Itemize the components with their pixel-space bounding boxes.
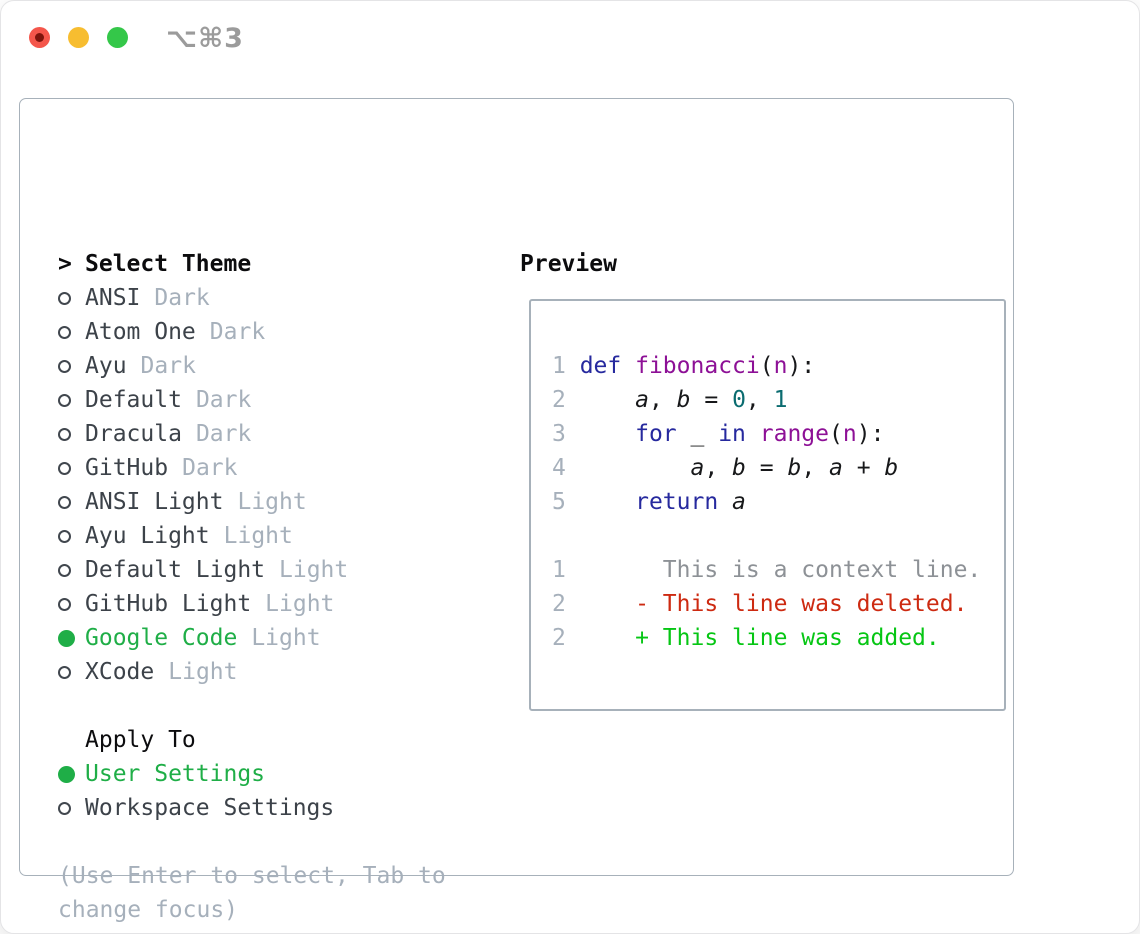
theme-option-ayu[interactable]: Ayu Dark xyxy=(58,349,503,383)
option-variant-label: Dark xyxy=(140,353,196,379)
radio-icon xyxy=(58,461,85,475)
radio-icon xyxy=(58,325,85,339)
apply-to-options: User Settings Workspace Settings xyxy=(58,757,503,825)
radio-icon xyxy=(58,801,85,815)
theme-list: > Select Theme ANSI Dark Atom One Dark Ayu Da… xyxy=(58,247,503,927)
code-line: 2 + This line was added. xyxy=(552,625,940,651)
option-label: Ayu xyxy=(85,353,127,379)
radio-selected-icon xyxy=(58,629,85,647)
code-line: 2 - This line was deleted. xyxy=(552,591,968,617)
close-button[interactable] xyxy=(29,27,50,48)
option-label: Google Code xyxy=(85,625,238,651)
theme-option-default[interactable]: Default Dark xyxy=(58,383,503,417)
option-variant-label: Dark xyxy=(195,387,252,413)
apply-to-header: Apply To xyxy=(58,723,503,757)
theme-option-xcode[interactable]: XCode Light xyxy=(58,655,503,689)
radio-icon xyxy=(58,563,85,577)
option-label: User Settings xyxy=(85,761,266,787)
theme-option-ayu-light[interactable]: Ayu Light Light xyxy=(58,519,503,553)
code-line: 3 for _ in range(n): xyxy=(552,421,885,447)
option-variant-label: Light xyxy=(265,591,335,617)
theme-option-atom-one[interactable]: Atom One Dark xyxy=(58,315,503,349)
theme-option-dracula[interactable]: Dracula Dark xyxy=(58,417,503,451)
code-line: 4 a, b = b, a + b xyxy=(552,455,899,481)
theme-option-google-code[interactable]: Google Code Light xyxy=(58,621,503,655)
option-label: GitHub Light xyxy=(85,591,252,617)
option-variant-label: Light xyxy=(279,557,349,583)
minimize-button[interactable] xyxy=(68,27,89,48)
option-label: XCode xyxy=(85,659,155,685)
code-line: 1 def fibonacci(n): xyxy=(552,353,816,379)
radio-icon xyxy=(58,393,85,407)
code-line: 5 return a xyxy=(552,489,746,515)
prompt-caret-icon: > xyxy=(58,251,72,277)
record-dot-icon xyxy=(35,33,44,42)
theme-selector-panel: > Select Theme ANSI Dark Atom One Dark Ayu Da… xyxy=(19,98,1014,923)
option-label: GitHub xyxy=(85,455,169,481)
select-theme-header: > Select Theme xyxy=(58,247,503,281)
zoom-button[interactable] xyxy=(107,27,128,48)
radio-icon xyxy=(58,291,85,305)
option-label: Ayu Light xyxy=(85,523,210,549)
option-label: Default xyxy=(85,387,182,413)
code-line xyxy=(552,519,1004,553)
select-theme-title: Select Theme xyxy=(85,251,252,277)
radio-icon xyxy=(58,597,85,611)
apply-option-workspace-settings[interactable]: Workspace Settings xyxy=(58,791,503,825)
option-variant-label: Dark xyxy=(209,319,266,345)
radio-selected-icon xyxy=(58,765,85,783)
theme-option-github-light[interactable]: GitHub Light Light xyxy=(58,587,503,621)
option-variant-label: Dark xyxy=(154,285,210,311)
titlebar: ⌥⌘3 xyxy=(1,1,1139,75)
radio-icon xyxy=(58,529,85,543)
option-label: ANSI Light xyxy=(85,489,224,515)
option-variant-label: Light xyxy=(223,523,293,549)
theme-option-ansi-light[interactable]: ANSI Light Light xyxy=(58,485,503,519)
option-variant-label: Light xyxy=(237,489,307,515)
code-preview: 1 def fibonacci(n): 2 a, b = 0, 1 3 for _ … xyxy=(531,301,1004,655)
theme-option-default-light[interactable]: Default Light Light xyxy=(58,553,503,587)
option-label: Default Light xyxy=(85,557,266,583)
preview-box: 1 def fibonacci(n): 2 a, b = 0, 1 3 for _ … xyxy=(529,299,1006,711)
option-label: Dracula xyxy=(85,421,182,447)
preview-title: Preview xyxy=(520,251,617,277)
apply-to-title: Apply To xyxy=(85,727,196,753)
option-variant-label: Dark xyxy=(182,455,238,481)
radio-icon xyxy=(58,495,85,509)
code-line: 1 This is a context line. xyxy=(552,557,982,583)
spacer xyxy=(58,825,503,859)
option-label: Workspace Settings xyxy=(85,795,335,821)
spacer xyxy=(58,689,503,723)
help-text: (Use Enter to select, Tab to change focu… xyxy=(58,863,446,923)
option-label: Atom One xyxy=(85,319,196,345)
radio-icon xyxy=(58,665,85,679)
theme-options: ANSI Dark Atom One Dark Ayu Dark Default Dark Dr… xyxy=(58,281,503,689)
theme-option-github[interactable]: GitHub Dark xyxy=(58,451,503,485)
apply-option-user-settings[interactable]: User Settings xyxy=(58,757,503,791)
option-variant-label: Light xyxy=(168,659,238,685)
option-variant-label: Light xyxy=(251,625,321,651)
code-line: 2 a, b = 0, 1 xyxy=(552,387,788,413)
radio-icon xyxy=(58,427,85,441)
radio-icon xyxy=(58,359,85,373)
option-variant-label: Dark xyxy=(195,421,252,447)
option-label: ANSI xyxy=(85,285,141,311)
theme-option-ansi[interactable]: ANSI Dark xyxy=(58,281,503,315)
window-title: ⌥⌘3 xyxy=(166,23,244,54)
